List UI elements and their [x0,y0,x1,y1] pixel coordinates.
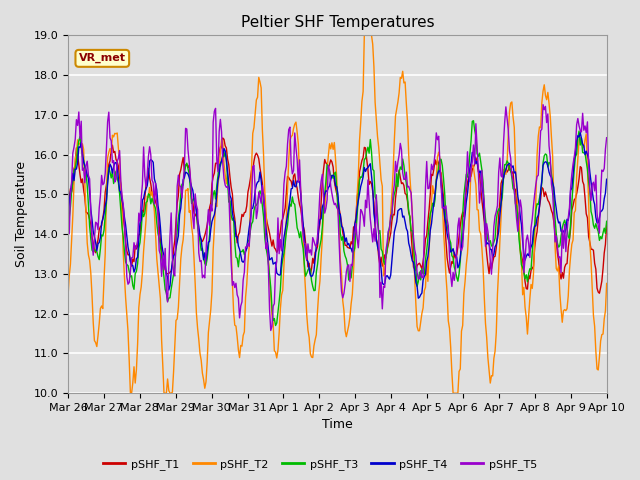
pSHF_T2 [370,64,378,70]
pSHF_T3 [582,159,590,165]
pSHF_T3 [272,323,280,328]
pSHF_T2 [456,366,464,372]
pSHF_T2 [596,338,604,344]
pSHF_T4 [577,130,584,135]
pSHF_T3 [455,271,463,276]
pSHF_T1 [455,233,463,239]
pSHF_T3 [124,263,132,268]
Line: pSHF_T5: pSHF_T5 [68,105,607,331]
pSHF_T1 [581,195,589,201]
Text: VR_met: VR_met [79,53,126,63]
pSHF_T2 [582,131,590,137]
pSHF_T4 [64,216,72,221]
pSHF_T4 [596,209,604,215]
pSHF_T3 [603,218,611,224]
pSHF_T5 [603,135,611,141]
pSHF_T1 [369,188,376,194]
pSHF_T1 [154,208,162,214]
Legend: pSHF_T1, pSHF_T2, pSHF_T3, pSHF_T4, pSHF_T5: pSHF_T1, pSHF_T2, pSHF_T3, pSHF_T4, pSHF… [99,455,541,474]
Line: pSHF_T4: pSHF_T4 [68,132,607,298]
pSHF_T2 [360,33,368,38]
pSHF_T5 [154,213,162,218]
pSHF_T4 [603,176,611,182]
pSHF_T4 [582,148,590,154]
pSHF_T4 [124,244,132,250]
pSHF_T1 [596,290,604,296]
pSHF_T2 [128,390,136,396]
Y-axis label: Soil Temperature: Soil Temperature [15,161,28,267]
pSHF_T5 [369,239,376,245]
X-axis label: Time: Time [322,419,353,432]
pSHF_T5 [64,222,72,228]
pSHF_T5 [596,191,604,197]
pSHF_T3 [470,118,477,123]
pSHF_T5 [455,215,463,221]
pSHF_T1 [64,206,72,212]
Line: pSHF_T1: pSHF_T1 [68,138,607,293]
pSHF_T1 [219,135,227,141]
pSHF_T2 [124,328,132,334]
pSHF_T1 [124,252,132,258]
Line: pSHF_T2: pSHF_T2 [68,36,607,393]
Title: Peltier SHF Temperatures: Peltier SHF Temperatures [241,15,434,30]
pSHF_T1 [603,222,611,228]
pSHF_T5 [124,281,132,287]
pSHF_T2 [64,293,72,299]
pSHF_T3 [369,167,376,172]
pSHF_T3 [64,224,72,229]
pSHF_T4 [367,173,375,179]
pSHF_T3 [154,231,162,237]
pSHF_T4 [154,203,162,208]
pSHF_T5 [540,102,547,108]
pSHF_T4 [455,262,463,268]
pSHF_T4 [415,295,422,301]
pSHF_T2 [156,282,163,288]
pSHF_T5 [267,328,275,334]
pSHF_T3 [596,234,604,240]
pSHF_T5 [582,130,590,135]
pSHF_T2 [603,280,611,286]
Line: pSHF_T3: pSHF_T3 [68,120,607,325]
pSHF_T1 [596,285,604,290]
